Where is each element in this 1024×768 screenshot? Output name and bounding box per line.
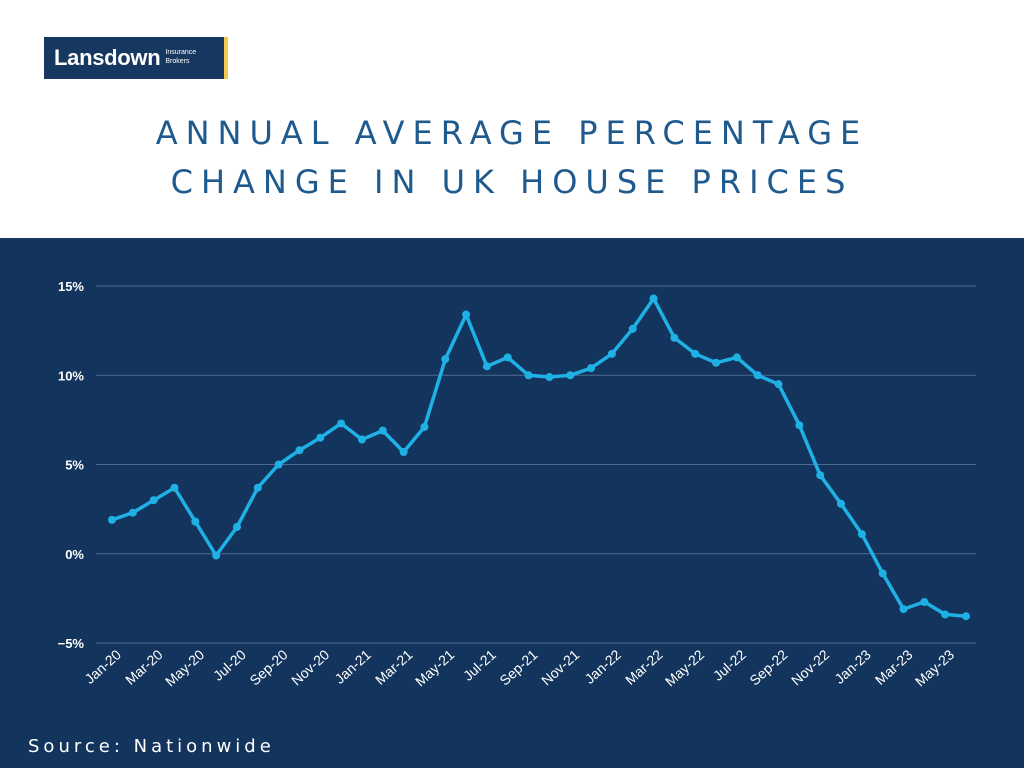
y-tick-label: 10% (58, 368, 84, 383)
data-point (212, 551, 221, 560)
x-tick-label: Mar-20 (122, 646, 166, 688)
data-point (545, 373, 554, 382)
chart-panel: 15% 10% 5% 0% −5% Jan-20 Mar-20 May-20 Jul-20 Sep… (0, 238, 1024, 768)
data-point (357, 435, 366, 444)
logo-subtitle: Insurance Brokers (165, 48, 196, 66)
x-tick-label: Nov-20 (288, 646, 332, 688)
data-point (649, 294, 658, 303)
x-tick-label: Nov-21 (538, 646, 582, 688)
data-point (462, 310, 471, 319)
data-point (607, 349, 616, 358)
chart-title-line1: ANNUAL AVERAGE PERCENTAGE (155, 114, 869, 152)
x-tick-label: May-22 (662, 646, 708, 689)
data-point (587, 364, 596, 373)
data-point (670, 333, 679, 342)
data-point (920, 597, 929, 606)
data-point (378, 426, 387, 435)
x-tick-label: Nov-22 (788, 646, 832, 688)
data-point (524, 371, 533, 380)
y-tick-label: 5% (65, 458, 84, 473)
data-point (108, 515, 116, 524)
y-tick-label: 0% (65, 547, 84, 562)
data-point (566, 371, 575, 380)
data-point (857, 530, 866, 539)
data-point (295, 446, 304, 455)
data-point (628, 324, 637, 333)
x-tick-label: Mar-21 (372, 646, 416, 688)
x-tick-label: Sep-20 (246, 646, 290, 688)
data-point (816, 471, 825, 480)
data-point (232, 522, 241, 531)
x-tick-label: Mar-23 (872, 646, 916, 688)
data-point (482, 362, 491, 371)
x-tick-label: May-20 (162, 646, 208, 689)
data-point (941, 610, 950, 619)
data-point (732, 353, 741, 362)
data-point (712, 358, 721, 367)
chart-title-line2: CHANGE IN UK HOUSE PRICES (170, 163, 854, 201)
logo-sub-line2: Brokers (165, 58, 190, 65)
data-point (420, 423, 429, 432)
data-point (191, 517, 200, 526)
data-point (795, 421, 804, 430)
data-point (774, 380, 783, 389)
data-point (878, 569, 887, 578)
data-point (837, 499, 846, 508)
data-point (899, 605, 908, 614)
data-point (503, 353, 512, 362)
company-logo: Lansdown Insurance Brokers (44, 37, 228, 79)
data-point (274, 460, 283, 469)
data-point (128, 508, 137, 517)
data-point (337, 419, 346, 428)
logo-name: Lansdown (54, 45, 161, 70)
data-point (316, 433, 325, 442)
data-point (253, 483, 262, 492)
data-point (399, 448, 408, 457)
data-point (149, 496, 158, 505)
x-tick-label: Sep-22 (746, 646, 790, 688)
data-point (753, 371, 762, 380)
logo-sub-line1: Insurance (165, 49, 197, 56)
series-line (111, 296, 967, 618)
x-tick-label: Jan-21 (331, 646, 374, 687)
data-point (691, 349, 700, 358)
y-tick-label: 15% (58, 279, 84, 294)
x-tick-label: Jul-21 (460, 646, 499, 684)
data-point (962, 612, 970, 621)
x-tick-label: Sep-21 (496, 646, 540, 688)
x-tick-label: Mar-22 (622, 646, 666, 688)
y-tick-label: −5% (58, 636, 85, 651)
source-note: Source: Nationwide (28, 736, 275, 757)
x-tick-label: May-23 (912, 646, 958, 689)
x-tick-label: Jan-20 (81, 646, 124, 687)
x-tick-label: Jan-22 (581, 646, 624, 687)
x-tick-label: Jul-20 (210, 646, 249, 684)
x-tick-label: Jul-22 (710, 646, 749, 684)
x-tick-label: May-21 (412, 646, 458, 689)
data-point (170, 483, 179, 492)
x-tick-label: Jan-23 (831, 646, 874, 687)
data-point (441, 355, 450, 364)
